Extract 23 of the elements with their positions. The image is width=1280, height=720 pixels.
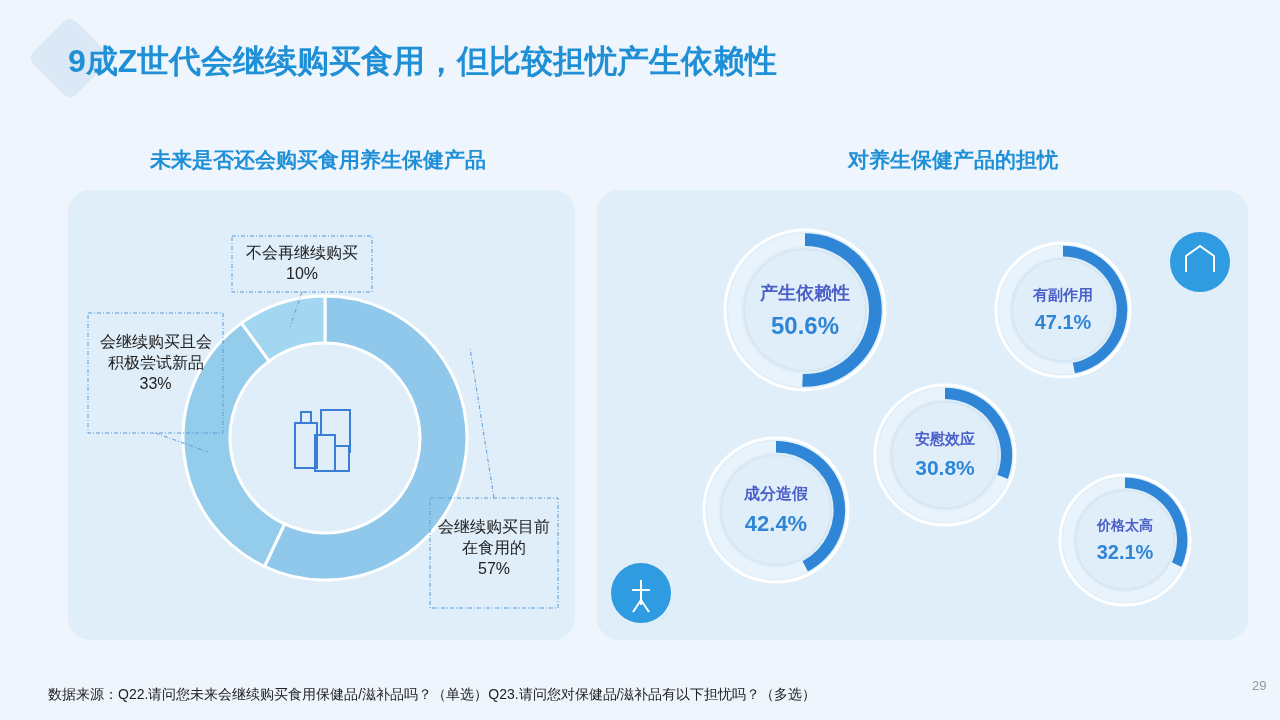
slice-label: 不会再继续购买 [246,244,358,261]
chart-title: 未来是否还会购买食用养生保健产品 [149,147,487,173]
donut-slice [1062,477,1182,603]
text: 9成Z世代会继续购买食用，但比较担忧产生依赖性 [68,42,778,81]
data-label: 42.4% [743,511,809,538]
data-label: 57% [477,560,511,577]
source-note: 数据来源：Q22.请问您未来会继续购买食用保健品/滋补品吗？（单选）Q23.请问您对保健品/滋补品有以下担忧吗？（多选） [48,686,817,704]
donut-slice [706,440,808,580]
data-label: 33% [139,375,172,392]
data-label: 30.8% [914,456,976,481]
data-label: 10% [285,265,319,282]
data-label: 47.1% [1033,311,1093,335]
data-label: 32.1% [1095,541,1155,565]
slice-label: 有副作用 [1032,285,1094,305]
slice-label: 会继续购买且会积极尝试新品 [99,333,212,371]
slice-label: 安慰效应 [914,429,976,449]
slice-label: 产生依赖性 [759,282,851,306]
data-label: 50.6% [769,311,841,340]
slice-label: 价格太高 [1095,516,1154,535]
slice-label: 成分造假 [743,484,809,505]
slice-label: 会继续购买目前在食用的 [438,518,550,556]
text: 对养生保健产品的担忧 [846,147,1059,173]
text: 29 [1252,678,1267,693]
